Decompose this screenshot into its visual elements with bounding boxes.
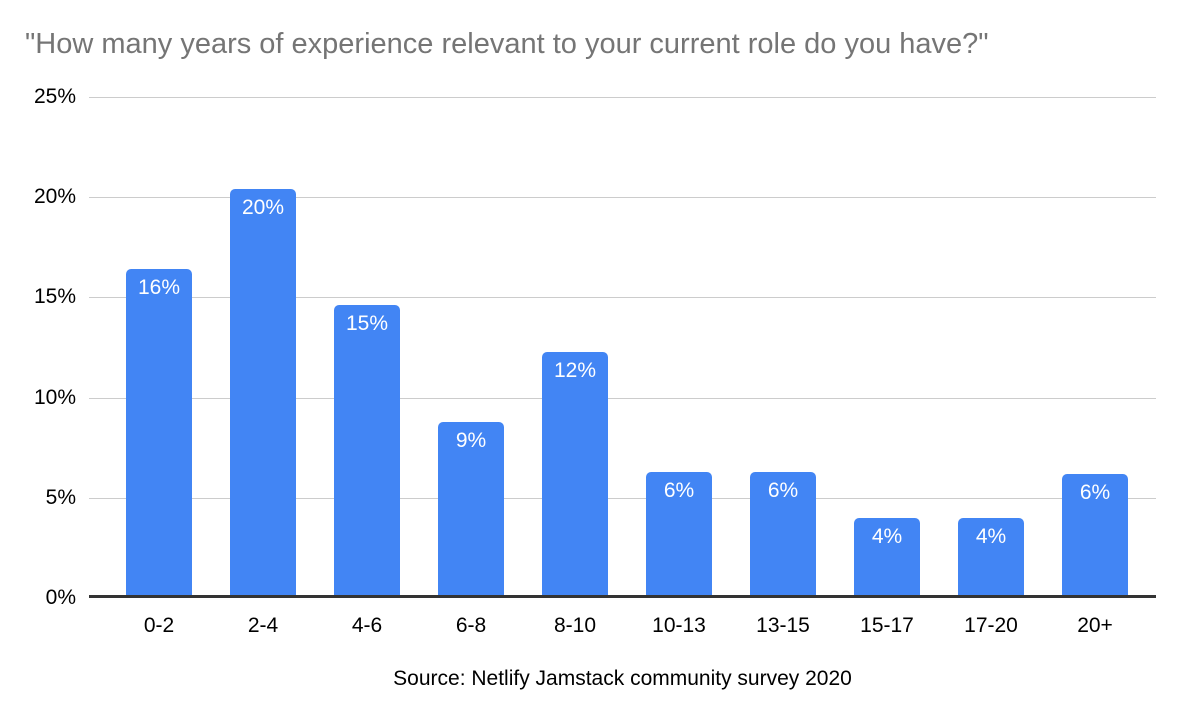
y-axis-tick-label: 0% bbox=[45, 586, 76, 609]
gridline bbox=[89, 497, 1156, 499]
x-axis-category-label: 4-6 bbox=[351, 614, 383, 637]
bar-slot: 6% bbox=[627, 97, 731, 598]
bar: 12% bbox=[542, 352, 608, 598]
x-axis-category-label: 2-4 bbox=[247, 614, 279, 637]
y-axis-tick-label: 20% bbox=[33, 185, 76, 209]
bar-value-label: 12% bbox=[553, 359, 597, 382]
x-axis-category-label: 6-8 bbox=[455, 614, 487, 637]
x-axis-category-label: 10-13 bbox=[652, 614, 706, 637]
bar: 20% bbox=[230, 189, 296, 598]
source-note: Source: Netlify Jamstack community surve… bbox=[393, 667, 852, 690]
plot-area: 16% 20% 15% 9% 12% 6% 6% 4% 4% 6% bbox=[89, 97, 1156, 598]
bar-slot: 16% bbox=[107, 97, 211, 598]
bar: 4% bbox=[854, 518, 920, 598]
bar-slot: 15% bbox=[315, 97, 419, 598]
x-axis: 0-2 2-4 4-6 6-8 8-10 10-13 13-15 15-17 17-20 20+ bbox=[107, 613, 1147, 638]
x-axis-category-label: 15-17 bbox=[860, 614, 914, 637]
bar-value-label: 15% bbox=[345, 312, 389, 335]
bar-slot: 12% bbox=[523, 97, 627, 598]
x-axis-category-label: 0-2 bbox=[143, 614, 175, 637]
y-axis-tick-label: 10% bbox=[33, 385, 76, 409]
gridline bbox=[89, 197, 1156, 199]
bar-value-label: 9% bbox=[455, 429, 487, 452]
bar: 9% bbox=[438, 422, 504, 598]
y-axis-tick-label: 5% bbox=[45, 485, 76, 509]
bar: 4% bbox=[958, 518, 1024, 598]
chart-title: "How many years of experience relevant t… bbox=[25, 28, 989, 60]
bar: 15% bbox=[334, 305, 400, 598]
x-axis-category-label: 17-20 bbox=[964, 614, 1018, 637]
gridline bbox=[89, 97, 1156, 98]
x-axis-category-label: 13-15 bbox=[756, 614, 810, 637]
bar-slot: 20% bbox=[211, 97, 315, 598]
bar: 16% bbox=[126, 269, 192, 598]
bar-value-label: 6% bbox=[767, 479, 799, 502]
bar: 6% bbox=[750, 472, 816, 598]
bar-value-label: 6% bbox=[663, 479, 695, 502]
y-axis-tick-label: 15% bbox=[33, 285, 76, 309]
gridline bbox=[89, 397, 1156, 399]
gridline bbox=[89, 297, 1156, 299]
bar-slot: 4% bbox=[939, 97, 1043, 598]
bar-slot: 6% bbox=[731, 97, 835, 598]
bars-group: 16% 20% 15% 9% 12% 6% 6% 4% 4% 6% bbox=[107, 97, 1147, 598]
y-axis-tick-label: 25% bbox=[33, 85, 76, 108]
x-axis-line bbox=[89, 595, 1156, 598]
bar-slot: 4% bbox=[835, 97, 939, 598]
bar-value-label: 16% bbox=[137, 276, 181, 299]
x-axis-category-label: 8-10 bbox=[553, 614, 597, 637]
bar-value-label: 6% bbox=[1079, 481, 1111, 504]
bar-value-label: 4% bbox=[871, 525, 903, 548]
bar: 6% bbox=[1062, 474, 1128, 598]
x-axis-category-label: 20+ bbox=[1077, 614, 1113, 637]
bar-slot: 6% bbox=[1043, 97, 1147, 598]
bar-value-label: 4% bbox=[975, 525, 1007, 548]
bar-slot: 9% bbox=[419, 97, 523, 598]
bar: 6% bbox=[646, 472, 712, 598]
bar-value-label: 20% bbox=[241, 196, 285, 219]
y-axis: 0% 5% 10% 15% 20% 25% bbox=[0, 85, 76, 609]
